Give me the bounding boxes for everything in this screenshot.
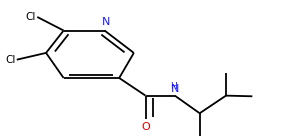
Text: Cl: Cl <box>5 55 15 65</box>
Text: Cl: Cl <box>26 12 36 22</box>
Text: H: H <box>170 82 177 91</box>
Text: N: N <box>102 17 110 27</box>
Text: N: N <box>171 84 179 94</box>
Text: O: O <box>141 122 150 132</box>
